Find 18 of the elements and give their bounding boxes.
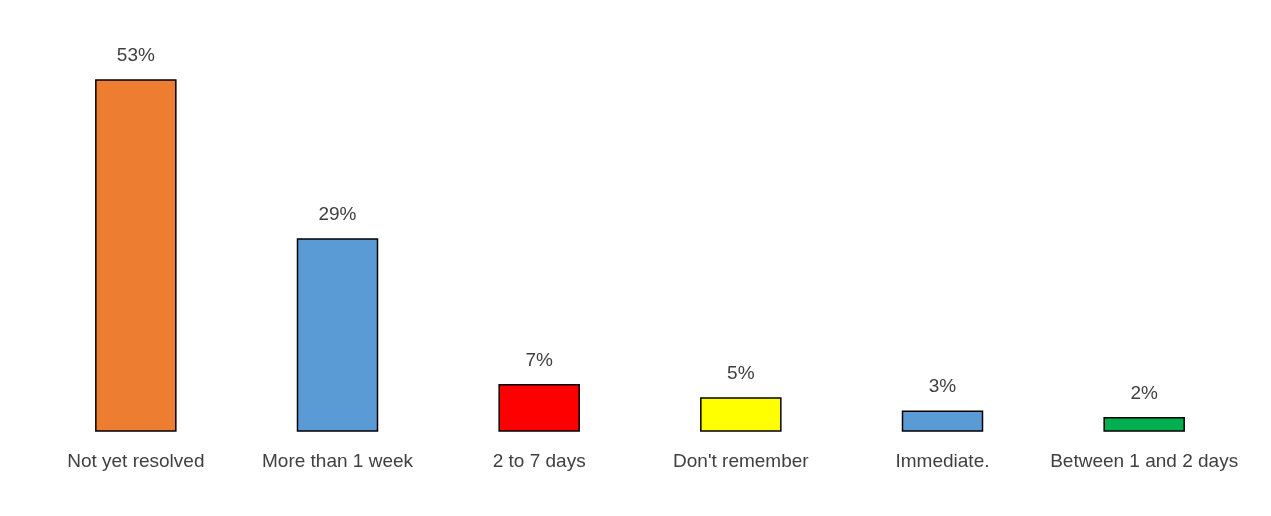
- bar: [95, 79, 177, 432]
- x-tick-label: More than 1 week: [261, 449, 414, 471]
- data-label: 29%: [318, 202, 357, 224]
- x-tick-label: Immediate.: [895, 449, 990, 471]
- x-tick-label: Don't remember: [673, 449, 810, 471]
- data-label: 2%: [1130, 381, 1158, 403]
- x-tick-label: 2 to 7 days: [492, 449, 586, 471]
- bar: [296, 238, 379, 432]
- data-label: 5%: [727, 361, 755, 383]
- data-label: 53%: [116, 44, 155, 65]
- data-label: 7%: [525, 348, 553, 370]
- bar: [498, 383, 580, 432]
- x-tick-label: Not yet resolved: [67, 449, 205, 471]
- data-label: 3%: [928, 375, 957, 397]
- bar: [1103, 417, 1185, 432]
- bar: [901, 410, 984, 432]
- x-tick-label: Between 1 and 2 days: [1050, 449, 1239, 471]
- bar: [700, 397, 782, 432]
